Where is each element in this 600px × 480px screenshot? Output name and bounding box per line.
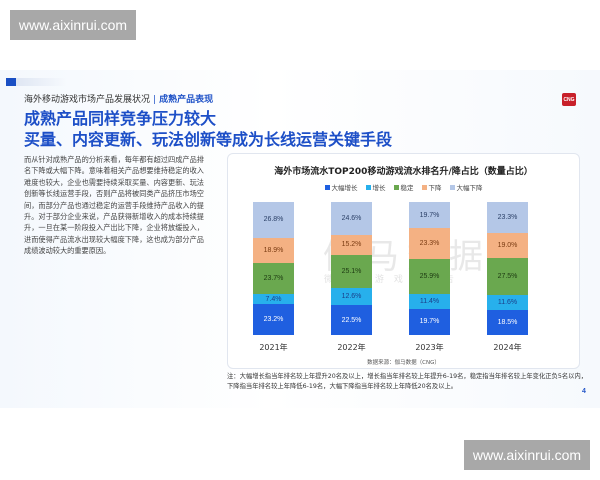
- x-axis-label: 2023年: [415, 343, 444, 352]
- bar-segment: 19.0%: [487, 233, 528, 259]
- bar-segment: 7.4%: [253, 294, 294, 305]
- page-title: 成熟产品同样竞争压力较大 买量、内容更新、玩法创新等成为长线运营关键手段: [24, 108, 392, 150]
- x-axis-label: 2022年: [337, 343, 366, 352]
- bar-segment: 27.5%: [487, 258, 528, 295]
- bar-segment: 23.7%: [253, 262, 294, 295]
- slide: 海外移动游戏市场产品发展状况 | 成熟产品表现 CNG 成熟产品同样竞争压力较大 买…: [0, 70, 600, 408]
- data-source: 数据来源：伽马数据（CNG）: [367, 360, 440, 366]
- headline-line-1: 成熟产品同样竞争压力较大: [24, 109, 217, 128]
- accent-bar: [6, 78, 66, 86]
- chart-title: 海外市场流水TOP200移动游戏流水排名升/降占比（数量占比）: [274, 167, 533, 177]
- legend-item: 大幅增长: [324, 182, 358, 192]
- legend-swatch-icon: [324, 184, 330, 190]
- bar-segment: 12.6%: [331, 288, 372, 306]
- legend-item: 稳定: [393, 182, 414, 192]
- x-axis-label: 2024年: [493, 343, 522, 352]
- bar-segment: 22.5%: [331, 305, 372, 335]
- chart-legend: 大幅增长 增长 稳定 下降 大幅下降: [228, 182, 579, 192]
- stacked-bar: 18.5% 11.6% 27.5% 19.0% 23.3%: [487, 202, 528, 335]
- bar-segment: 18.5%: [487, 310, 528, 335]
- bar-segment: 23.2%: [253, 304, 294, 335]
- bar-segment: 18.9%: [253, 237, 294, 263]
- bar-segment: 25.1%: [331, 254, 372, 289]
- legend-swatch-icon: [449, 184, 455, 190]
- site-watermark-bottom: www.aixinrui.com: [464, 440, 590, 470]
- legend-swatch-icon: [421, 184, 427, 190]
- footnote-line-2: 下降指当年排名较上年降低6-19名，大幅下降指当年排名较上年降低20名及以上。: [227, 382, 458, 390]
- bar-segment: 11.4%: [409, 293, 450, 309]
- legend-item: 下降: [421, 182, 442, 192]
- legend-swatch-icon: [365, 184, 371, 190]
- legend-label: 下降: [428, 184, 442, 192]
- bar-segment: 15.2%: [331, 234, 372, 255]
- bar-segment: 23.3%: [409, 228, 450, 260]
- bar-segment: 11.6%: [487, 294, 528, 311]
- bar-segment: 26.8%: [253, 202, 294, 238]
- legend-swatch-icon: [393, 184, 399, 190]
- bar-segment: 19.7%: [409, 308, 450, 335]
- legend-label: 稳定: [400, 184, 414, 192]
- bar-segment: 23.3%: [487, 202, 528, 234]
- footnote: 注：大幅增长指当年排名较上年提升20名及以上，增长指当年排名较上年提升6-19名…: [227, 372, 592, 391]
- breadcrumb: 海外移动游戏市场产品发展状况 | 成熟产品表现: [24, 92, 213, 105]
- legend-item: 大幅下降: [449, 182, 483, 192]
- x-axis-label: 2021年: [259, 343, 288, 352]
- legend-item: 增长: [365, 182, 386, 192]
- legend-label: 增长: [372, 184, 386, 192]
- breadcrumb-separator: |: [153, 95, 157, 105]
- stacked-bar: 22.5% 12.6% 25.1% 15.2% 24.6%: [331, 202, 372, 335]
- page-number: 4: [582, 388, 586, 395]
- bar-segment: 19.7%: [409, 202, 450, 229]
- analysis-paragraph: 而从针对成熟产品的分析来看，每年都有超过四成产品排名下降或大幅下降。意味着相关产…: [24, 155, 204, 256]
- plot-area: 23.2% 7.4% 23.7% 18.9% 26.8% 2021年 22.5% 12.6% 2…: [228, 154, 579, 368]
- legend-label: 大幅下降: [456, 184, 483, 192]
- stacked-bar: 23.2% 7.4% 23.7% 18.9% 26.8%: [253, 202, 294, 335]
- headline-line-2: 买量、内容更新、玩法创新等成为长线运营关键手段: [24, 130, 393, 149]
- stacked-bar: 19.7% 11.4% 25.9% 23.3% 19.7%: [409, 202, 450, 335]
- footnote-line-1: 注：大幅增长指当年排名较上年提升20名及以上，增长指当年排名较上年提升6-19名…: [227, 373, 588, 380]
- bar-segment: 25.9%: [409, 259, 450, 294]
- bar-segment: 24.6%: [331, 202, 372, 235]
- site-watermark-top: www.aixinrui.com: [10, 10, 136, 40]
- section-current: 成熟产品表现: [159, 95, 214, 105]
- chart-panel: 海外市场流水TOP200移动游戏流水排名升/降占比（数量占比） 大幅增长 增长 稳定…: [227, 153, 580, 369]
- legend-label: 大幅增长: [331, 184, 358, 192]
- cng-logo-icon: CNG: [562, 93, 576, 106]
- section-title: 海外移动游戏市场产品发展状况: [24, 95, 151, 105]
